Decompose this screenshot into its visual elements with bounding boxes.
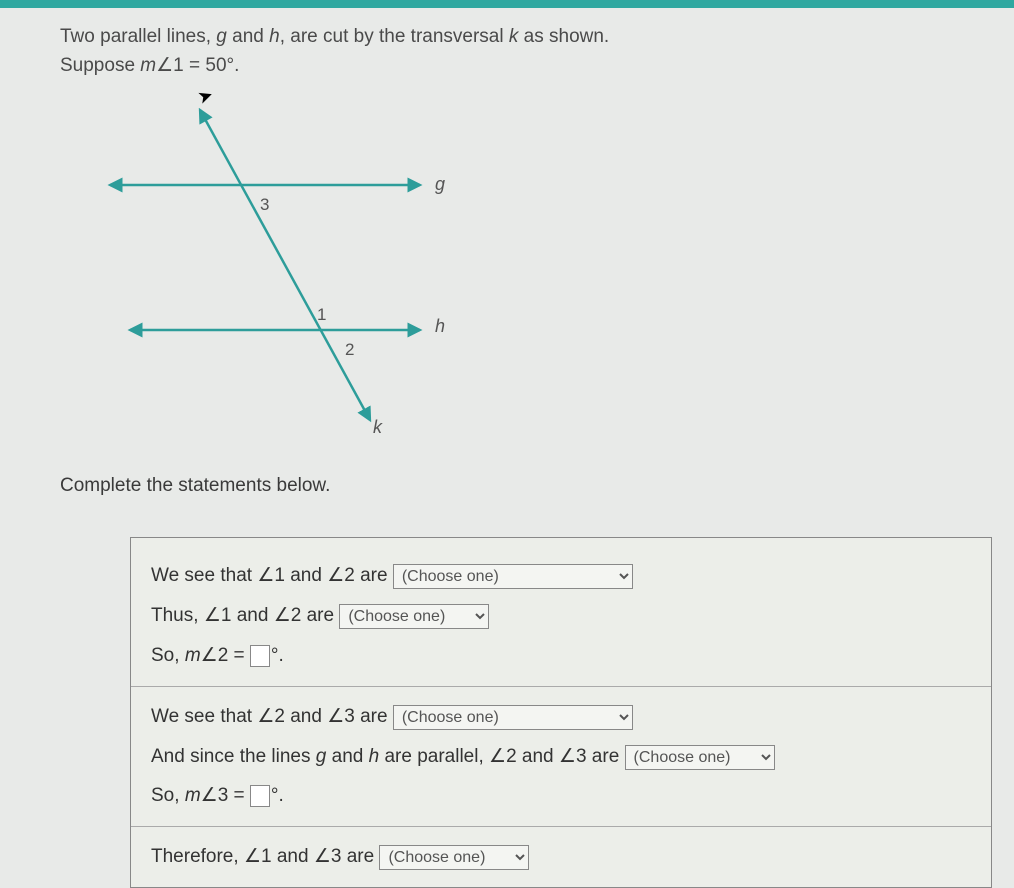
text: And since the lines (151, 746, 316, 767)
angle-3-label: 3 (260, 195, 269, 214)
text: °. (271, 645, 284, 666)
text: 2 and (274, 706, 327, 727)
angle-symbol: ∠ (201, 785, 218, 806)
text: 2 and (506, 746, 559, 767)
var-m: m (140, 55, 156, 76)
angle-1-label: 1 (317, 305, 326, 324)
text: We see that (151, 706, 257, 727)
statement-6: So, m∠3 = °. (151, 776, 971, 816)
text: , are cut by the transversal (280, 26, 509, 47)
angle-symbol: ∠ (559, 746, 576, 767)
input-angle-2-measure[interactable] (250, 645, 270, 667)
statement-1: We see that ∠1 and ∠2 are (Choose one) (151, 556, 971, 596)
text: °. (271, 785, 284, 806)
problem-content: Two parallel lines, g and h, are cut by … (0, 8, 1014, 888)
angle-symbol: ∠ (274, 605, 291, 626)
divider (131, 826, 991, 827)
dropdown-angles-2-3-type[interactable]: (Choose one) (393, 705, 633, 730)
geometry-diagram: g h k 3 1 2 (100, 100, 984, 445)
angle-symbol: ∠ (201, 645, 218, 666)
dropdown-angles-1-2-type[interactable]: (Choose one) (393, 564, 633, 589)
text: 2 are (291, 605, 340, 626)
label-k: k (373, 417, 383, 437)
diagram-svg: g h k 3 1 2 (100, 100, 480, 440)
text: 1 and (274, 565, 327, 586)
text: 1 and (261, 846, 314, 867)
var-g: g (316, 746, 327, 767)
angle-symbol: ∠ (314, 846, 331, 867)
top-accent-border (0, 0, 1014, 8)
angle-symbol: ∠ (156, 55, 173, 76)
text: 3 = (218, 785, 250, 806)
text: So, (151, 645, 185, 666)
text: 3 are (331, 846, 380, 867)
label-g: g (435, 174, 445, 194)
var-k: k (509, 26, 519, 47)
text: We see that (151, 565, 257, 586)
text: and (326, 746, 368, 767)
angle-symbol: ∠ (327, 706, 344, 727)
angle-symbol: ∠ (244, 846, 261, 867)
text: Two parallel lines, (60, 26, 216, 47)
angle-symbol: ∠ (489, 746, 506, 767)
text: 3 are (344, 706, 393, 727)
text: as shown. (518, 26, 609, 47)
var-h: h (269, 26, 280, 47)
input-angle-3-measure[interactable] (250, 785, 270, 807)
text: 2 = (218, 645, 250, 666)
dropdown-angles-2-3-relation[interactable]: (Choose one) (625, 745, 775, 770)
dropdown-angles-1-3-relation[interactable]: (Choose one) (379, 845, 529, 870)
statement-5: And since the lines g and h are parallel… (151, 737, 971, 777)
angle-2-label: 2 (345, 340, 354, 359)
text: Suppose (60, 55, 140, 76)
angle-symbol: ∠ (204, 605, 221, 626)
text: So, (151, 785, 185, 806)
instruction-text: Complete the statements below. (60, 475, 984, 497)
statement-3: So, m∠2 = °. (151, 636, 971, 676)
text: 1 and (221, 605, 274, 626)
statement-2: Thus, ∠1 and ∠2 are (Choose one) (151, 596, 971, 636)
var-m: m (185, 785, 201, 806)
divider (131, 686, 991, 687)
angle-symbol: ∠ (257, 565, 274, 586)
text: 2 are (344, 565, 393, 586)
text: and (227, 26, 269, 47)
statement-7: Therefore, ∠1 and ∠3 are (Choose one) (151, 837, 971, 877)
dropdown-angles-1-2-relation[interactable]: (Choose one) (339, 604, 489, 629)
line-k (200, 110, 370, 420)
problem-statement: Two parallel lines, g and h, are cut by … (60, 23, 984, 80)
var-h: h (369, 746, 380, 767)
label-h: h (435, 316, 445, 336)
answer-box: We see that ∠1 and ∠2 are (Choose one) T… (130, 537, 992, 888)
text: Therefore, (151, 846, 244, 867)
angle-symbol: ∠ (257, 706, 274, 727)
text: 3 are (576, 746, 625, 767)
var-g: g (216, 26, 227, 47)
text: Thus, (151, 605, 204, 626)
text: are parallel, (379, 746, 489, 767)
statement-4: We see that ∠2 and ∠3 are (Choose one) (151, 697, 971, 737)
var-m: m (185, 645, 201, 666)
text: 1 = 50°. (173, 55, 239, 76)
angle-symbol: ∠ (327, 565, 344, 586)
